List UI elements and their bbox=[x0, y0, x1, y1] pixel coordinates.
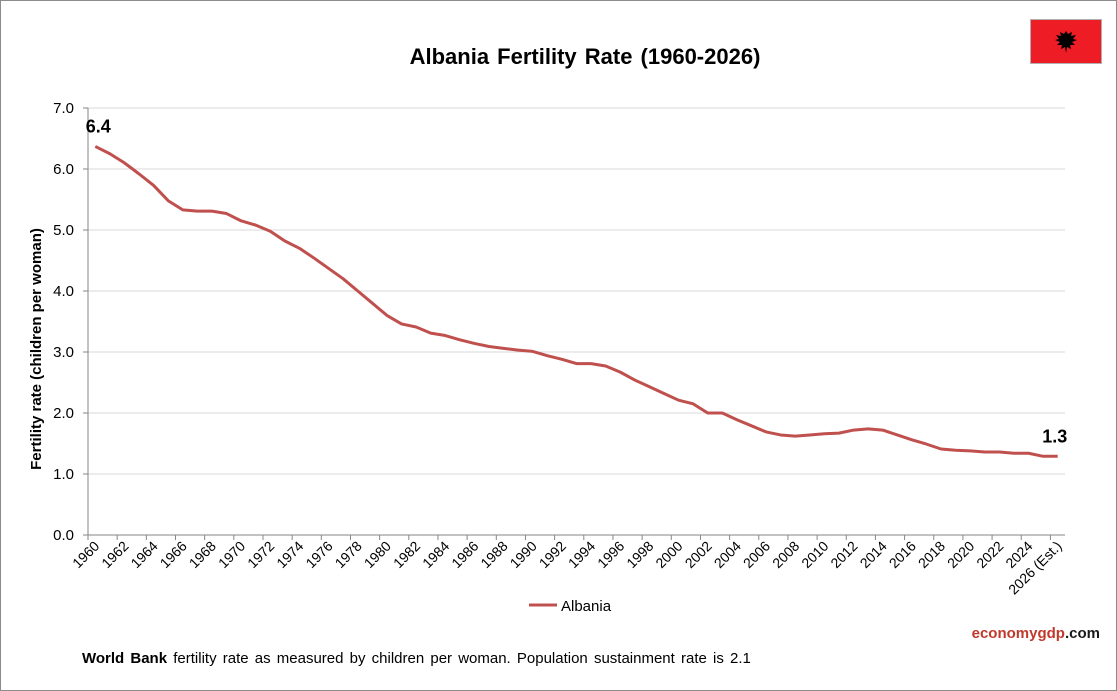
y-tick-label: 4.0 bbox=[53, 283, 74, 300]
chart-title: Albania Fertility Rate (1960-2026) bbox=[409, 44, 761, 69]
double-headed-eagle-icon bbox=[1055, 30, 1077, 53]
x-tick-label: 2018 bbox=[915, 538, 948, 571]
y-tick-label: 3.0 bbox=[53, 344, 74, 361]
series-line-albania bbox=[94, 145, 1058, 458]
albania-flag-icon bbox=[1030, 19, 1102, 64]
x-tick-label: 2012 bbox=[827, 538, 860, 571]
x-tick-label: 1974 bbox=[273, 538, 306, 571]
x-tick-label: 1980 bbox=[361, 538, 394, 571]
y-tick-label: 0.0 bbox=[53, 527, 74, 544]
x-tick-label: 2004 bbox=[711, 538, 744, 571]
legend: Albania bbox=[529, 598, 612, 615]
legend-label: Albania bbox=[561, 598, 612, 615]
y-tick-label: 6.0 bbox=[53, 161, 74, 178]
x-tick-label: 1966 bbox=[157, 538, 190, 571]
x-tick-label: 1982 bbox=[390, 538, 423, 571]
x-tick-label: 1998 bbox=[623, 538, 656, 571]
y-tick-label: 5.0 bbox=[53, 222, 74, 239]
x-tick-label: 1990 bbox=[507, 538, 540, 571]
x-tick-label: 2020 bbox=[944, 538, 977, 571]
x-tick-label: 2008 bbox=[769, 538, 802, 571]
x-tick-label: 1976 bbox=[302, 538, 335, 571]
x-tick-label: 1984 bbox=[419, 538, 452, 571]
x-tick-label: 2000 bbox=[652, 538, 685, 571]
x-tick-label: 1988 bbox=[477, 538, 510, 571]
x-tick-label: 2022 bbox=[973, 538, 1006, 571]
y-tick-label: 7.0 bbox=[53, 100, 74, 117]
brand-part-1: economy bbox=[971, 625, 1038, 642]
x-tick-label: 2016 bbox=[886, 538, 919, 571]
x-tick-label: 1970 bbox=[215, 538, 248, 571]
x-tick-label: 1972 bbox=[244, 538, 277, 571]
brand-logo[interactable]: economygdp.com bbox=[972, 625, 1100, 642]
x-tick-label: 1994 bbox=[565, 538, 598, 571]
data-label: 1.3 bbox=[1042, 426, 1067, 446]
x-tick-label: 1960 bbox=[69, 538, 102, 571]
brand-part-2: gdp bbox=[1037, 625, 1065, 642]
brand-part-3: .com bbox=[1064, 625, 1100, 642]
y-axis-label: Fertility rate (children per woman) bbox=[28, 228, 45, 470]
data-label: 6.4 bbox=[86, 116, 111, 136]
y-tick-label: 1.0 bbox=[53, 466, 74, 483]
x-tick-label: 2002 bbox=[682, 538, 715, 571]
x-tick-label: 1986 bbox=[448, 538, 481, 571]
x-tick-label: 2014 bbox=[857, 538, 890, 571]
source-text: fertility rate as measured by children p… bbox=[167, 650, 751, 667]
x-tick-label: 1964 bbox=[127, 538, 160, 571]
x-tick-label: 1962 bbox=[98, 538, 131, 571]
x-tick-label: 1992 bbox=[536, 538, 569, 571]
x-tick-label: 1978 bbox=[332, 538, 365, 571]
x-tick-label: 1996 bbox=[594, 538, 627, 571]
source-name: World Bank bbox=[82, 650, 168, 667]
y-tick-label: 2.0 bbox=[53, 405, 74, 422]
x-tick-label: 2010 bbox=[798, 538, 831, 571]
x-tick-label: 1968 bbox=[186, 538, 219, 571]
source-note: World Bank fertility rate as measured by… bbox=[82, 650, 751, 667]
x-tick-label: 2006 bbox=[740, 538, 773, 571]
